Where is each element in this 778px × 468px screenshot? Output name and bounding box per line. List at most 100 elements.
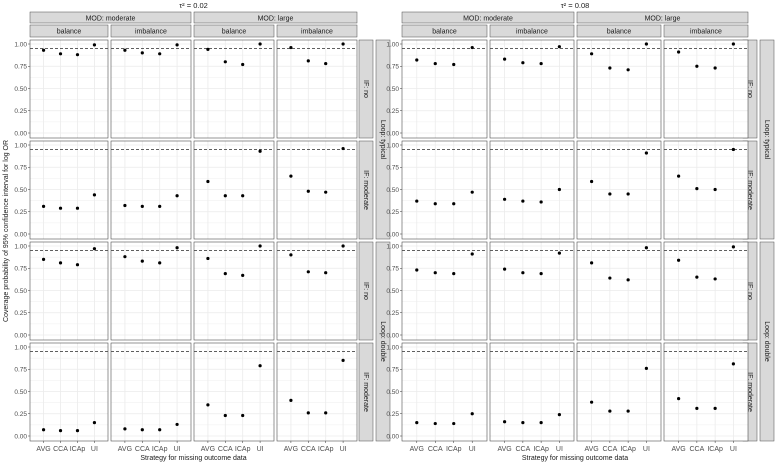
panel-background xyxy=(194,40,274,138)
y-tick-label: 1.00 xyxy=(386,41,399,48)
data-point xyxy=(75,263,80,267)
data-point xyxy=(241,62,245,67)
data-point xyxy=(341,244,345,248)
column-strip-sub xyxy=(663,24,749,38)
data-point xyxy=(175,43,179,47)
x-tick-label: AVG xyxy=(36,446,50,453)
panel-background xyxy=(577,40,661,138)
facet-panel xyxy=(663,39,749,139)
panel-border xyxy=(276,39,358,139)
data-point xyxy=(608,192,612,196)
data-point xyxy=(175,194,179,198)
panel-background xyxy=(402,141,487,239)
facet-panel xyxy=(29,241,109,341)
x-tick-label: ICAp xyxy=(235,446,251,453)
row-strip-loop xyxy=(375,241,391,442)
row-strip-loop-label: Loop: typical xyxy=(379,120,386,160)
row-strip-if-label: IF: moderate xyxy=(362,170,369,210)
column-strip-mod-label: MOD: large xyxy=(645,16,681,23)
panel-background xyxy=(490,40,574,138)
row-strip-loop xyxy=(759,39,775,240)
panel-border xyxy=(489,140,575,240)
panel-background xyxy=(277,343,357,441)
data-point xyxy=(206,403,210,407)
data-point xyxy=(590,52,594,56)
x-tick-label: UI xyxy=(257,446,264,453)
data-point xyxy=(695,275,699,279)
x-tick-label: AVG xyxy=(201,446,215,453)
data-point xyxy=(324,61,328,66)
x-axis-title: Strategy for missing outcome data xyxy=(522,455,628,462)
data-point xyxy=(503,197,507,201)
data-point xyxy=(521,199,525,203)
chart-block-2: τ² = 0.08 MOD: moderate MOD: large balance i… xyxy=(386,1,775,462)
panel-background xyxy=(30,242,108,340)
x-tick-label: CCA xyxy=(301,446,316,453)
data-point xyxy=(158,428,162,432)
data-point xyxy=(92,43,97,47)
y-tick-label: 0.50 xyxy=(386,389,399,396)
panel-background xyxy=(30,343,108,441)
y-tick-label: 0.00 xyxy=(386,332,399,339)
data-point xyxy=(123,427,127,431)
data-point xyxy=(521,61,525,65)
panel-border xyxy=(193,342,275,442)
facet-panel xyxy=(401,241,488,341)
x-tick-label: ICAp xyxy=(70,446,86,453)
data-point xyxy=(713,406,717,411)
data-point xyxy=(557,413,561,417)
panel-border xyxy=(110,342,192,442)
data-point xyxy=(41,48,46,52)
data-point xyxy=(123,203,127,208)
panel-background xyxy=(277,40,357,138)
panel-border xyxy=(110,140,192,240)
panel-background xyxy=(194,242,274,340)
data-point xyxy=(58,429,63,433)
facet-panel xyxy=(489,39,575,139)
facet-panel: AVG CCA ICAp UI xyxy=(663,342,749,453)
data-point xyxy=(241,194,245,198)
panel-background xyxy=(111,141,191,239)
y-tick-label: 0.25 xyxy=(386,411,399,418)
y-tick-label: 0.25 xyxy=(14,310,27,317)
x-tick-label: ICAp xyxy=(533,446,549,453)
data-point xyxy=(289,398,293,402)
data-point xyxy=(415,268,419,272)
chart-block-1: τ² = 0.02 MOD: moderate MOD: large balance i… xyxy=(14,1,391,462)
y-tick-label: 0.00 xyxy=(386,130,399,137)
x-tick-label: UI xyxy=(174,446,181,453)
panel-border xyxy=(401,140,488,240)
data-point xyxy=(140,204,144,209)
panel-background xyxy=(194,343,274,441)
facet-panel xyxy=(29,140,109,240)
panel-border xyxy=(663,342,749,442)
data-point xyxy=(731,245,735,249)
data-point xyxy=(713,66,717,70)
facet-panel xyxy=(576,39,662,139)
facet-panel xyxy=(110,140,192,240)
panel-background xyxy=(402,40,487,138)
panel-background xyxy=(664,343,748,441)
y-tick-label: 1.00 xyxy=(386,142,399,149)
panel-border xyxy=(29,342,109,442)
y-tick-label: 0.75 xyxy=(14,165,27,172)
data-point xyxy=(175,422,179,427)
panel-border xyxy=(193,140,275,240)
y-tick-label: 1.00 xyxy=(14,243,27,250)
facet-panel: AVG CCA ICAp UI xyxy=(193,342,275,453)
data-point xyxy=(521,271,525,275)
panel-background xyxy=(277,242,357,340)
row-strip-if xyxy=(358,140,374,240)
data-point xyxy=(503,57,507,61)
data-point xyxy=(206,256,210,261)
facet-panel xyxy=(489,140,575,240)
row-strip-if-label: IF: no xyxy=(746,282,753,300)
panel-border xyxy=(401,241,488,341)
panel-background xyxy=(402,343,487,441)
data-point xyxy=(695,187,699,191)
facet-panel xyxy=(576,140,662,240)
x-tick-label: UI xyxy=(556,446,563,453)
panel-border xyxy=(193,241,275,341)
facet-panel xyxy=(489,241,575,341)
